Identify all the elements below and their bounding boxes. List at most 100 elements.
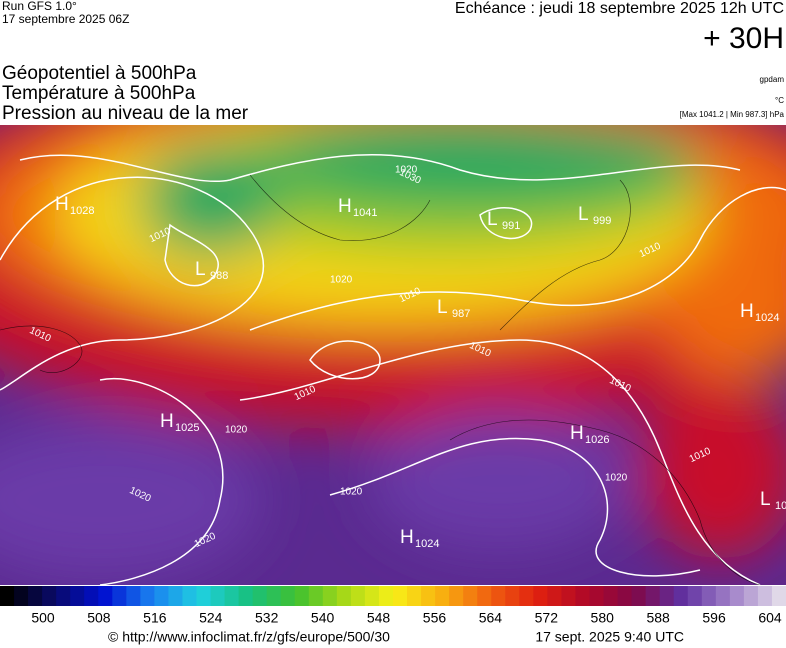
map	[0, 125, 786, 585]
color-swatch	[182, 586, 197, 606]
color-swatch	[28, 586, 43, 606]
color-swatch	[393, 586, 408, 606]
isobar-label: 1020	[395, 165, 418, 176]
color-swatch	[84, 586, 99, 606]
center-kind: H	[338, 196, 352, 217]
center-kind: H	[55, 194, 69, 215]
color-swatch	[140, 586, 155, 606]
color-swatch	[589, 586, 605, 606]
legend-label: 532	[255, 610, 279, 626]
legend-label: 516	[143, 610, 167, 626]
title: Température à 500hPa	[2, 83, 196, 104]
color-swatch	[70, 586, 85, 606]
center-kind: L	[487, 209, 498, 230]
color-swatch	[308, 586, 324, 606]
color-swatch	[266, 586, 282, 606]
center-kind: H	[160, 411, 174, 432]
color-swatch	[617, 586, 633, 606]
color-swatch	[561, 586, 576, 606]
center-value: 991	[502, 220, 520, 232]
legend-label: 604	[758, 610, 782, 626]
color-swatch	[14, 586, 29, 606]
center-kind: H	[740, 301, 754, 322]
color-swatch	[112, 586, 127, 606]
color-swatch	[743, 586, 759, 606]
color-swatch	[294, 586, 310, 606]
legend-label: 540	[311, 610, 335, 626]
color-swatch	[154, 586, 169, 606]
color-swatch	[252, 586, 268, 606]
center-value: 1024	[755, 312, 779, 324]
title: Géopotentiel à 500hPa	[2, 63, 197, 84]
legend-label: 572	[535, 610, 559, 626]
color-swatch	[491, 586, 506, 606]
color-swatch	[575, 586, 590, 606]
unit: °C	[775, 96, 784, 105]
center-value: 987	[452, 308, 470, 320]
color-swatch	[547, 586, 562, 606]
center-value: 999	[593, 215, 611, 227]
center-value: 1025	[175, 422, 199, 434]
legend-label: 596	[702, 610, 726, 626]
color-swatch	[449, 586, 464, 606]
legend-label: 524	[199, 610, 223, 626]
color-swatch	[350, 586, 366, 606]
echeance: Echéance : jeudi 18 septembre 2025 12h U…	[455, 0, 784, 17]
color-swatch	[659, 586, 675, 606]
isobar-label: 1020	[605, 473, 628, 484]
color-swatch	[238, 586, 254, 606]
legend-label: 588	[646, 610, 670, 626]
color-swatch	[645, 586, 661, 606]
center-value: 1028	[70, 205, 94, 217]
color-swatch	[435, 586, 450, 606]
color-swatch	[463, 586, 478, 606]
center-kind: L	[437, 297, 448, 318]
color-swatch	[280, 586, 296, 606]
colorbar	[0, 586, 786, 606]
offset: + 30H	[703, 22, 784, 55]
color-swatch	[477, 586, 492, 606]
center-kind: H	[570, 423, 584, 444]
center-kind: L	[578, 204, 589, 225]
color-swatch	[196, 586, 212, 606]
timestamp: 17 sept. 2025 9:40 UTC	[535, 629, 684, 645]
unit: gpdam	[760, 75, 785, 84]
color-swatch	[407, 586, 422, 606]
color-swatch	[505, 586, 520, 606]
center-kind: L	[760, 489, 771, 510]
legend-label: 564	[479, 610, 503, 626]
color-swatch	[673, 586, 689, 606]
color-swatch	[519, 586, 534, 606]
legend-label: 548	[367, 610, 391, 626]
legend-label: 580	[591, 610, 615, 626]
color-swatch	[771, 586, 786, 606]
color-swatch	[168, 586, 183, 606]
isobar-label: 1020	[225, 425, 248, 436]
color-swatch	[98, 586, 113, 606]
center-value: 10	[775, 500, 786, 512]
color-swatch	[701, 586, 717, 606]
center-kind: L	[195, 259, 206, 280]
legend-label: 508	[87, 610, 111, 626]
color-swatch	[378, 586, 394, 606]
color-swatch	[0, 586, 15, 606]
run: Run GFS 1.0°	[2, 0, 77, 13]
color-swatch	[533, 586, 548, 606]
color-swatch	[687, 586, 703, 606]
center-value: 1024	[415, 538, 439, 550]
color-swatch	[729, 586, 745, 606]
color-swatch	[210, 586, 226, 606]
legend-label: 500	[31, 610, 55, 626]
color-swatch	[421, 586, 436, 606]
color-swatch	[322, 586, 338, 606]
run-date: 17 septembre 2025 06Z	[2, 12, 129, 26]
color-swatch	[631, 586, 647, 606]
color-swatch	[42, 586, 57, 606]
center-kind: H	[400, 527, 414, 548]
isobar-label: 1020	[340, 487, 363, 498]
color-swatch	[715, 586, 731, 606]
color-swatch	[603, 586, 619, 606]
center-value: 1026	[585, 434, 609, 446]
title: Pression au niveau de la mer	[2, 103, 249, 124]
color-swatch	[224, 586, 240, 606]
